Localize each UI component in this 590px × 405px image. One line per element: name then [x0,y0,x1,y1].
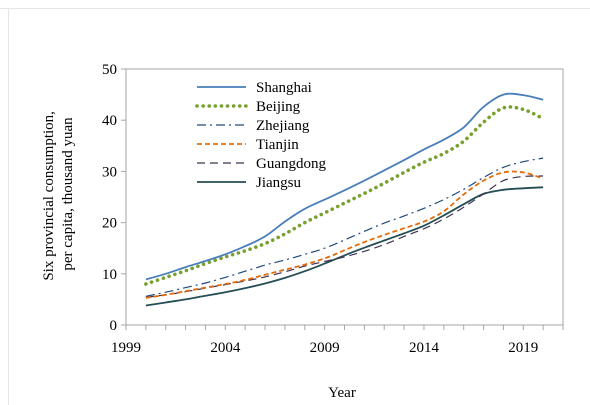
x-tick-label: 2019 [508,340,538,356]
y-tick-label: 30 [102,164,117,180]
legend: Shanghai Beijing Zhejiang Tianjin Guangdong J… [195,80,326,191]
x-axis-label: Year [328,385,356,401]
x-tick-label: 1999 [111,340,141,356]
series-line-zhejiang [145,157,544,297]
y-axis-label-line-2: per capita, thousand yuan [60,117,76,271]
legend-label-tianjin: Tianjin [256,137,299,153]
legend-label-beijing: Beijing [256,99,301,115]
series-line-shanghai [145,92,544,281]
series-lines [144,92,545,307]
legend-label-shanghai: Shanghai [256,80,312,96]
legend-label-jiangsu: Jiangsu [256,175,302,191]
y-tick-label: 40 [102,113,117,129]
legend-label-zhejiang: Zhejiang [256,118,310,134]
series-line-jiangsu [145,186,544,307]
y-tick-label: 0 [110,318,118,334]
frame-left-border [8,8,9,405]
chart-axes [121,68,564,330]
y-tick-label: 20 [102,216,117,232]
y-tick-label: 10 [102,267,117,283]
x-tick-label: 2009 [310,340,340,356]
x-tick-label: 2004 [210,340,241,356]
legend-label-guangdong: Guangdong [256,156,326,172]
series-line-beijing [144,105,545,286]
series-line-guangdong [145,175,544,298]
y-tick-label: 50 [102,62,117,78]
x-tick-label: 2014 [409,340,440,356]
y-axis-label: Six provincial consumption, per capita, … [41,107,76,280]
y-axis-label-line-1: Six provincial consumption, [41,111,57,281]
series-line-tianjin [145,170,544,299]
frame-top-border [0,8,590,9]
tick-labels: 0 10 20 30 40 50 1999 2004 2009 2014 2019 [102,62,538,356]
